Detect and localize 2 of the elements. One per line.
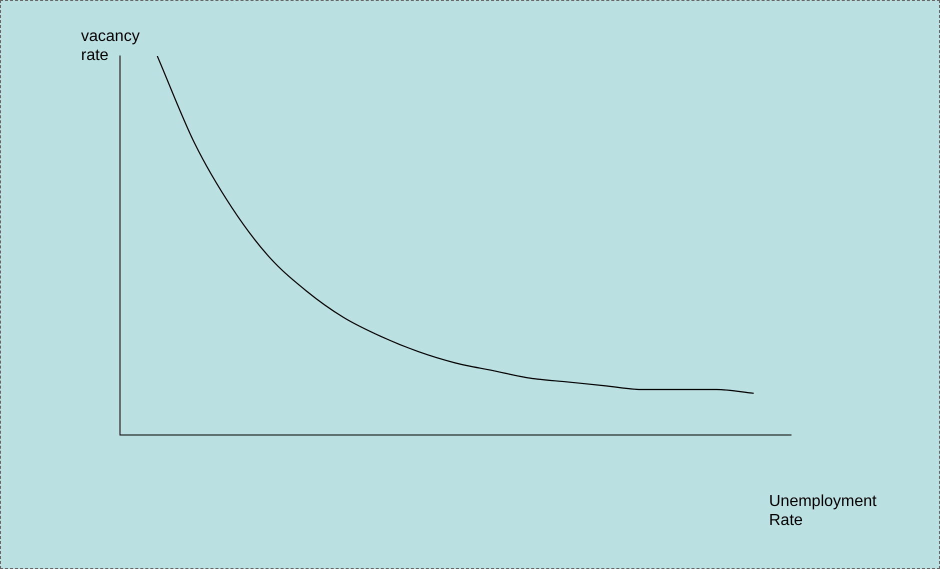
x-axis-title: Unemployment Rate [769, 492, 878, 530]
y-axis-title: vacancy rate [81, 27, 141, 65]
